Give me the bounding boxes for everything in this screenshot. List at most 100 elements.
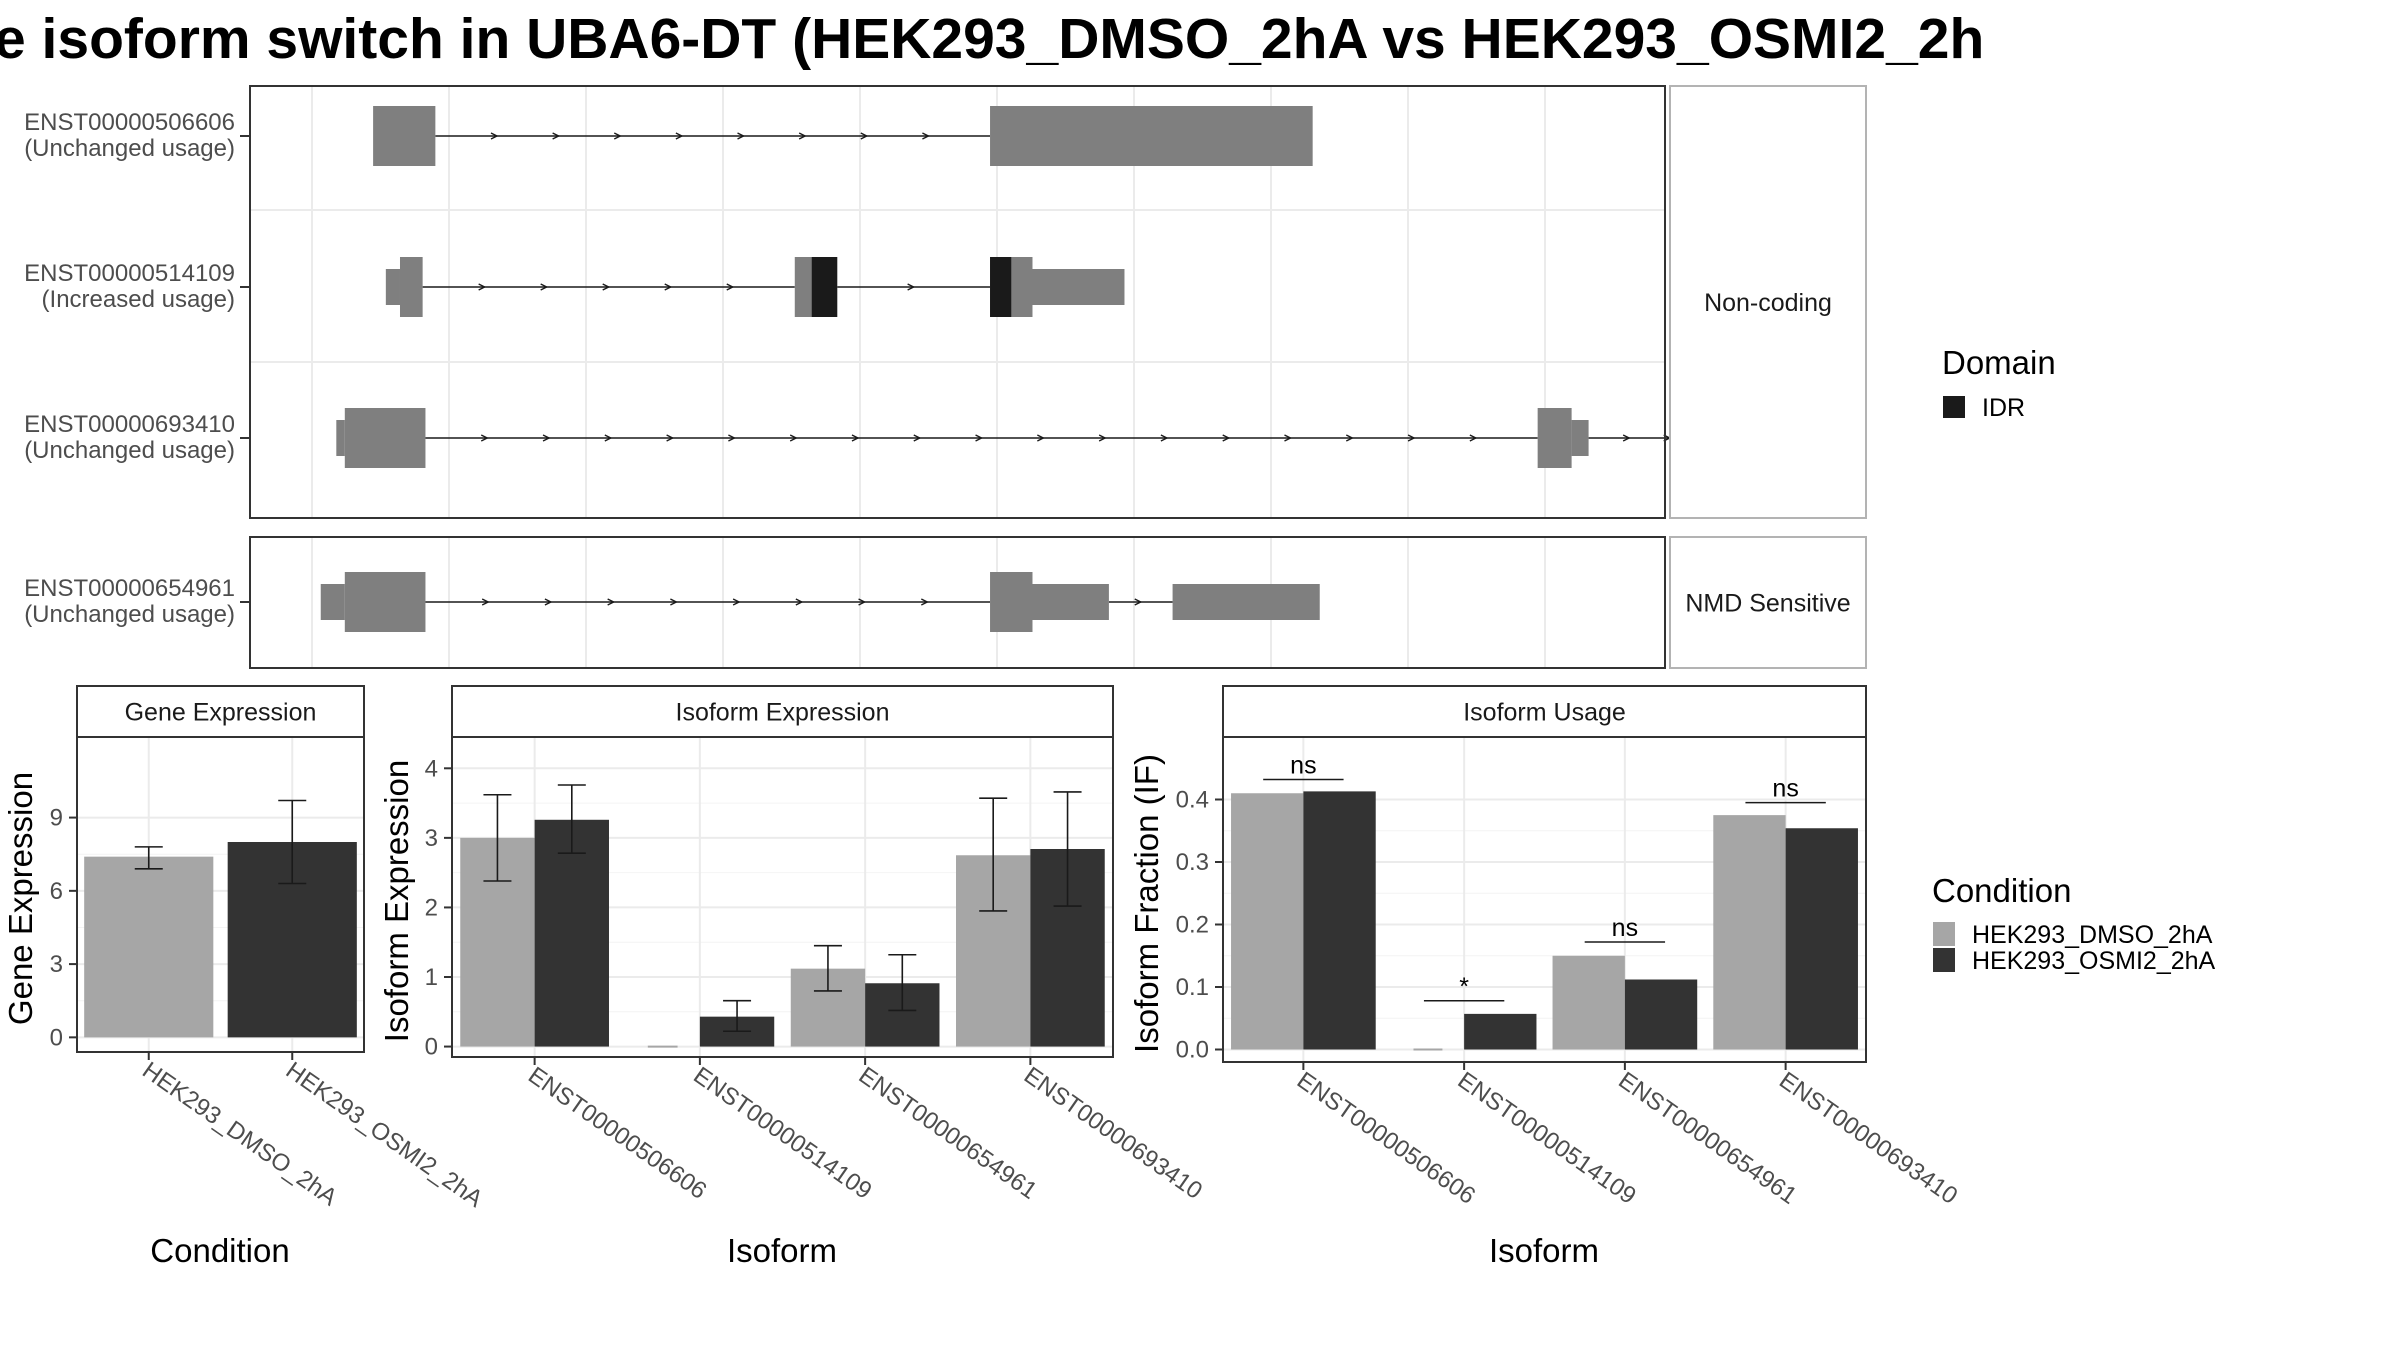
- exon-block: [1537, 408, 1572, 468]
- y-tick-label: 9: [50, 805, 63, 832]
- intron-arrow: [675, 132, 684, 140]
- significance-label: ns: [1772, 775, 1798, 803]
- intron-arrow: [922, 132, 930, 140]
- chart-panel-2: Isoform Expression 0 1 2 3 4 Isoform Expressio…: [378, 685, 1207, 1269]
- intron-arrow: [1160, 434, 1169, 442]
- isoform-usage-label: (Unchanged usage): [24, 437, 235, 464]
- x-tick-label: ENST00000693410: [1774, 1067, 1962, 1210]
- intron-arrow: [920, 598, 929, 606]
- isoform-usage-label: (Unchanged usage): [24, 135, 235, 162]
- facet-strip-label: Non-coding: [1704, 289, 1832, 317]
- exon-block: [373, 106, 436, 166]
- bar: [1624, 979, 1698, 1050]
- panel-title: Isoform Usage: [1463, 699, 1626, 727]
- intron-arrow: [795, 598, 804, 606]
- exon-block: [344, 408, 426, 468]
- x-tick-label: ENST00000654961: [1613, 1067, 1801, 1210]
- panel-title: Gene Expression: [125, 699, 317, 727]
- idr-domain-block: [990, 257, 1012, 317]
- x-axis-title: Isoform: [1489, 1232, 1599, 1269]
- structure-panel-2: ENST00000654961(Unchanged usage) NMD Sens…: [24, 536, 1867, 669]
- bar: [534, 819, 609, 1047]
- y-tick-label: 0: [425, 1034, 438, 1061]
- bar: [1785, 828, 1858, 1050]
- x-tick-label: ENST00000693410: [1019, 1062, 1207, 1205]
- intron-arrow: [481, 598, 490, 606]
- exon-block: [1172, 584, 1320, 620]
- intron-arrow: [552, 132, 561, 140]
- exon-block: [399, 257, 423, 317]
- exon-block: [1571, 420, 1589, 456]
- y-tick-label: 0.0: [1176, 1037, 1209, 1064]
- condition-legend-key: [1933, 948, 1955, 972]
- significance-label: ns: [1290, 752, 1316, 780]
- figure-title: e isoform switch in UBA6-DT (HEK293_DMSO…: [0, 7, 1984, 71]
- intron-arrow: [975, 434, 984, 442]
- structure-panel-1: ENST00000506606(Unchanged usage)ENST0000…: [24, 85, 1867, 519]
- intron-arrow: [789, 434, 798, 442]
- facet-strip-label: NMD Sensitive: [1685, 590, 1850, 618]
- facet-strip: [1669, 536, 1867, 669]
- structure-panel-border: [249, 536, 1666, 669]
- facet-strip: [1669, 85, 1867, 519]
- intron-arrow: [664, 283, 673, 291]
- exon-block: [336, 420, 345, 456]
- intron-arrow: [670, 598, 678, 606]
- intron-arrow: [613, 132, 622, 140]
- x-axis-title: Isoform: [727, 1232, 837, 1269]
- intron-arrow: [798, 132, 807, 140]
- exon-block: [990, 572, 1033, 632]
- condition-legend-title: Condition: [1932, 872, 2071, 909]
- domain-legend: Domain IDR: [1942, 344, 2056, 422]
- bar: [1303, 791, 1376, 1050]
- y-tick-label: 3: [50, 951, 63, 978]
- isoform-usage-label: (Unchanged usage): [24, 601, 235, 628]
- intron-arrow: [732, 598, 741, 606]
- x-axis-title: Condition: [150, 1232, 289, 1269]
- condition-legend-label: HEK293_OSMI2_2hA: [1972, 947, 2216, 975]
- intron-arrow: [1037, 434, 1045, 442]
- exon-block: [990, 106, 1313, 166]
- exon-block: [385, 269, 400, 305]
- intron-arrow: [851, 434, 860, 442]
- y-tick-label: 6: [50, 878, 63, 905]
- y-tick-label: 1: [425, 964, 438, 991]
- structure-panel-border: [249, 85, 1666, 519]
- exon-block: [320, 584, 345, 620]
- panel-strip: [451, 685, 1114, 738]
- y-axis-title: Isoform Expression: [378, 760, 415, 1042]
- intron-arrow: [1134, 598, 1143, 606]
- intron-arrow: [542, 434, 551, 442]
- bar: [84, 856, 214, 1038]
- intron-arrow: [1622, 434, 1631, 442]
- intron-arrow: [480, 434, 489, 442]
- chart-panel-3: ns * ns ns Isoform Usage 0.0 0.1 0.2 0.3 0.4 Isofo…: [1128, 685, 1962, 1269]
- isoform-id-label: ENST00000654961: [24, 575, 235, 602]
- isoform-id-label: ENST00000693410: [24, 411, 235, 438]
- idr-domain-block: [811, 257, 838, 317]
- panel-title: Isoform Expression: [676, 699, 890, 727]
- significance-label: ns: [1612, 914, 1638, 942]
- intron-arrow: [490, 132, 499, 140]
- domain-legend-title: Domain: [1942, 344, 2056, 381]
- exon-block: [344, 572, 426, 632]
- intron-arrow: [478, 283, 487, 291]
- y-tick-label: 2: [425, 894, 438, 921]
- x-tick-label: ENST00000506606: [523, 1062, 711, 1205]
- intron-arrow: [907, 283, 916, 291]
- isoform-id-label: ENST00000506606: [24, 109, 235, 136]
- panel-strip: [76, 685, 365, 738]
- x-tick-label: ENST00000654961: [854, 1062, 1042, 1205]
- y-tick-label: 0: [50, 1024, 63, 1051]
- intron-arrow: [604, 434, 613, 442]
- y-axis-title: Isoform Fraction (IF): [1128, 754, 1165, 1053]
- exon-block: [1032, 269, 1125, 305]
- exon-block: [1032, 584, 1109, 620]
- x-tick-label: ENST00000506606: [1292, 1067, 1480, 1210]
- y-tick-label: 3: [425, 825, 438, 852]
- y-tick-label: 0.2: [1176, 912, 1209, 939]
